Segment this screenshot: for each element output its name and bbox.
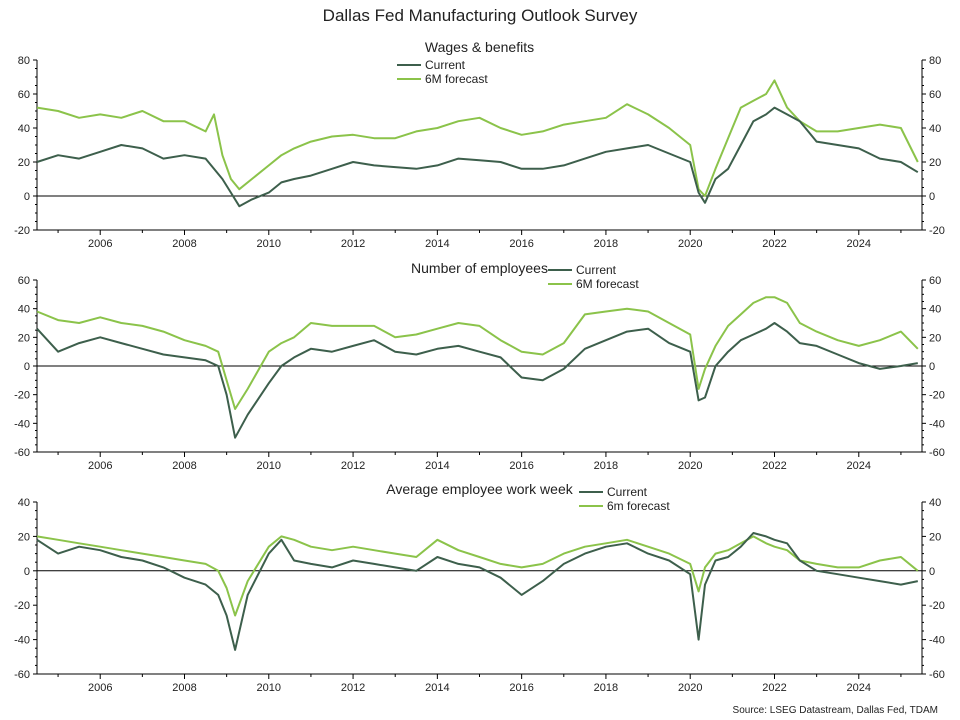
x-tick-label: 2022: [762, 682, 786, 694]
y-tick-label-right: 0: [929, 361, 935, 373]
x-tick-label: 2012: [341, 460, 365, 472]
panel-title: Average employee work week: [386, 481, 574, 497]
y-tick-label-right: -20: [929, 390, 945, 402]
x-tick-label: 2024: [847, 682, 871, 694]
figure-title: Dallas Fed Manufacturing Outlook Survey: [322, 6, 638, 25]
y-tick-label-right: 0: [929, 191, 935, 203]
y-tick-label-right: -20: [929, 600, 945, 612]
x-tick-label: 2024: [847, 460, 871, 472]
y-tick-label-right: 20: [929, 157, 941, 169]
y-tick-label-right: -40: [929, 418, 945, 430]
source-note: Source: LSEG Datastream, Dallas Fed, TDA…: [732, 705, 938, 716]
x-tick-label: 2016: [509, 460, 533, 472]
series-line-current: [36, 322, 918, 439]
y-tick-label-left: 0: [24, 566, 30, 578]
x-tick-label: 2016: [509, 238, 533, 250]
series-line-current: [36, 532, 919, 651]
x-tick-label: 2018: [594, 682, 618, 694]
y-tick-label-right: 0: [929, 566, 935, 578]
y-tick-label-right: 40: [929, 304, 941, 316]
x-tick-label: 2018: [594, 238, 618, 250]
x-tick-label: 2006: [88, 238, 112, 250]
x-tick-label: 2022: [762, 460, 786, 472]
x-tick-label: 2010: [257, 460, 281, 472]
series-line-current: [36, 106, 919, 208]
x-tick-label: 2006: [88, 460, 112, 472]
panel-title: Number of employees: [411, 260, 548, 276]
x-tick-label: 2008: [172, 238, 196, 250]
y-tick-label-left: -40: [14, 635, 30, 647]
x-tick-label: 2024: [847, 238, 871, 250]
y-tick-label-left: 20: [18, 157, 30, 169]
x-tick-label: 2014: [425, 238, 449, 250]
legend-label: Current: [425, 58, 466, 72]
y-tick-label-right: 20: [929, 531, 941, 543]
x-tick-label: 2012: [341, 238, 365, 250]
y-tick-label-right: -60: [929, 669, 945, 681]
x-tick-label: 2016: [509, 682, 533, 694]
x-tick-label: 2014: [425, 460, 449, 472]
legend-label: 6M forecast: [425, 72, 488, 86]
x-tick-label: 2020: [678, 460, 702, 472]
x-tick-label: 2008: [172, 460, 196, 472]
series-line-6m-forecast: [36, 535, 919, 617]
y-tick-label-right: 60: [929, 89, 941, 101]
y-tick-label-left: 0: [24, 361, 30, 373]
panel-title: Wages & benefits: [425, 39, 534, 55]
y-tick-label-right: 20: [929, 332, 941, 344]
y-tick-label-left: -60: [14, 669, 30, 681]
series-line-6m-forecast: [36, 79, 919, 197]
x-tick-label: 2010: [257, 238, 281, 250]
x-tick-label: 2020: [678, 238, 702, 250]
x-tick-label: 2020: [678, 682, 702, 694]
y-tick-label-left: 20: [18, 332, 30, 344]
y-tick-label-left: 20: [18, 531, 30, 543]
y-tick-label-right: -60: [929, 447, 945, 459]
y-tick-label-left: 40: [18, 304, 30, 316]
y-tick-label-right: 40: [929, 123, 941, 135]
x-tick-label: 2022: [762, 238, 786, 250]
legend-label: 6M forecast: [576, 277, 639, 291]
y-tick-label-right: 60: [929, 275, 941, 287]
chart-panel-3: Average employee work week -60 -60 -40 -40 -2…: [14, 481, 945, 694]
y-tick-label-left: -20: [14, 390, 30, 402]
legend-label: Current: [576, 263, 617, 277]
y-tick-label-right: -40: [929, 635, 945, 647]
y-tick-label-right: 80: [929, 55, 941, 67]
y-tick-label-left: 40: [18, 497, 30, 509]
chart-panel-2: Number of employees -60 -60 -40 -40 -20 -20 0 0 2…: [14, 260, 945, 472]
x-tick-label: 2010: [257, 682, 281, 694]
y-tick-label-left: 40: [18, 123, 30, 135]
y-tick-label-left: -20: [14, 225, 30, 237]
y-tick-label-left: -40: [14, 418, 30, 430]
y-tick-label-right: -20: [929, 225, 945, 237]
x-tick-label: 2006: [88, 682, 112, 694]
x-tick-label: 2008: [172, 682, 196, 694]
y-tick-label-left: -20: [14, 600, 30, 612]
y-tick-label-right: 40: [929, 497, 941, 509]
y-tick-label-left: -60: [14, 447, 30, 459]
x-tick-label: 2018: [594, 460, 618, 472]
legend-label: Current: [607, 485, 648, 499]
x-tick-label: 2012: [341, 682, 365, 694]
legend-label: 6m forecast: [607, 499, 670, 513]
y-tick-label-left: 60: [18, 275, 30, 287]
y-tick-label-left: 60: [18, 89, 30, 101]
y-tick-label-left: 80: [18, 55, 30, 67]
y-tick-label-left: 0: [24, 191, 30, 203]
x-tick-label: 2014: [425, 682, 449, 694]
series-line-6m-forecast: [36, 296, 919, 410]
